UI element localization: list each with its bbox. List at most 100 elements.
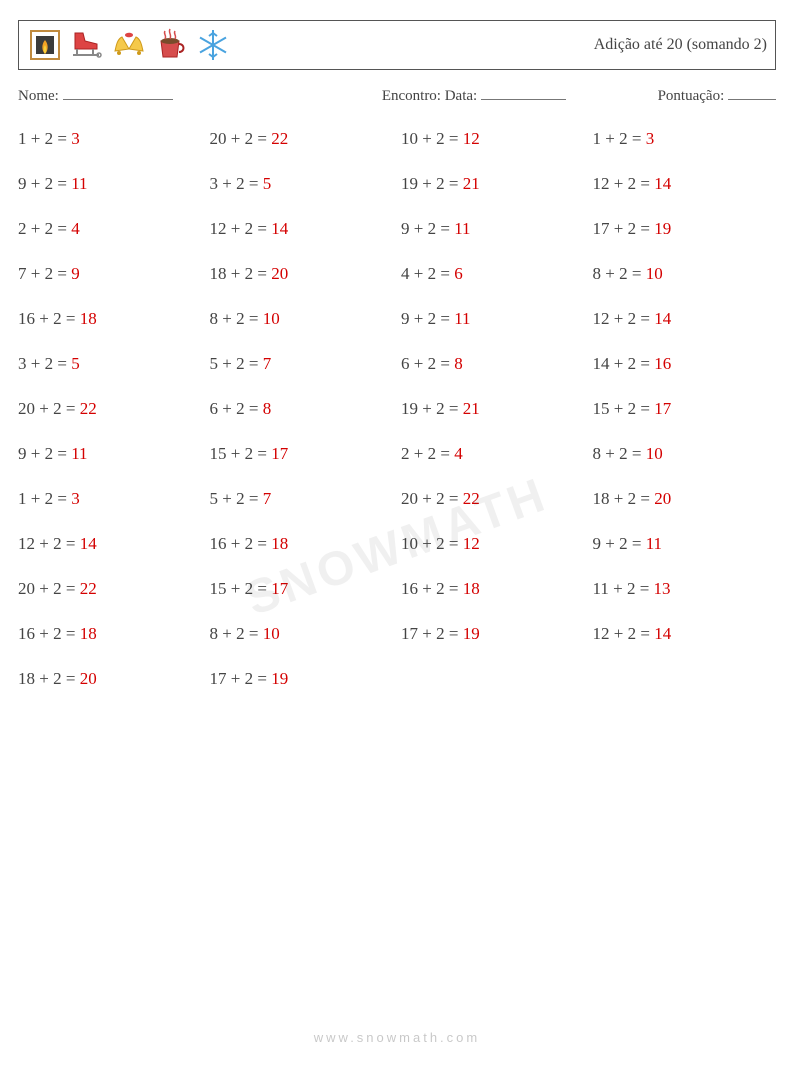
- hot-cocoa-icon: [153, 27, 189, 63]
- problem: 20 + 2 = 22: [18, 579, 202, 599]
- problem-answer: 17: [654, 399, 671, 418]
- problem-expression: 2 + 2 =: [401, 444, 454, 463]
- problem-expression: 12 + 2 =: [593, 309, 655, 328]
- problem-expression: 10 + 2 =: [401, 534, 463, 553]
- problem: 15 + 2 = 17: [210, 579, 394, 599]
- bells-icon: [111, 27, 147, 63]
- problem-answer: 21: [463, 399, 480, 418]
- problem: 9 + 2 = 11: [593, 534, 777, 554]
- problem: 18 + 2 = 20: [210, 264, 394, 284]
- problem-expression: 3 + 2 =: [210, 174, 263, 193]
- problem-answer: 10: [646, 444, 663, 463]
- problem-expression: 8 + 2 =: [210, 624, 263, 643]
- ice-skate-icon: [69, 27, 105, 63]
- problem-answer: 20: [80, 669, 97, 688]
- problem: 18 + 2 = 20: [593, 489, 777, 509]
- problem: 17 + 2 = 19: [593, 219, 777, 239]
- problem-answer: 10: [263, 624, 280, 643]
- problem: 12 + 2 = 14: [210, 219, 394, 239]
- problem-expression: 14 + 2 =: [593, 354, 655, 373]
- problem: 8 + 2 = 10: [593, 264, 777, 284]
- name-label: Nome:: [18, 88, 59, 104]
- problem-answer: 8: [263, 399, 272, 418]
- problem-answer: 22: [80, 579, 97, 598]
- problem: 16 + 2 = 18: [401, 579, 585, 599]
- date-blank: [481, 86, 566, 100]
- problem-expression: 16 + 2 =: [18, 624, 80, 643]
- problem-expression: 6 + 2 =: [210, 399, 263, 418]
- problem-answer: 19: [463, 624, 480, 643]
- problem-expression: 9 + 2 =: [593, 534, 646, 553]
- problem-answer: 14: [654, 624, 671, 643]
- problem-expression: 16 + 2 =: [210, 534, 272, 553]
- problem-answer: 11: [454, 219, 470, 238]
- problem-answer: 16: [654, 354, 671, 373]
- footer-url: www.snowmath.com: [0, 1030, 794, 1045]
- header-icons: [27, 27, 231, 63]
- problem-expression: 18 + 2 =: [210, 264, 272, 283]
- problem: 16 + 2 = 18: [210, 534, 394, 554]
- problem: 5 + 2 = 7: [210, 354, 394, 374]
- problem-answer: 17: [271, 444, 288, 463]
- problem-answer: 12: [463, 129, 480, 148]
- problem-expression: 8 + 2 =: [593, 264, 646, 283]
- problem: 6 + 2 = 8: [210, 399, 394, 419]
- problem-answer: 10: [263, 309, 280, 328]
- worksheet-header: Adição até 20 (somando 2): [18, 20, 776, 70]
- problem-expression: 20 + 2 =: [18, 399, 80, 418]
- problem-answer: 9: [71, 264, 80, 283]
- problems-grid: 1 + 2 = 3 20 + 2 = 22 10 + 2 = 12 1 + 2 = 3…: [18, 129, 776, 689]
- problem-answer: 19: [271, 669, 288, 688]
- problem-answer: 8: [454, 354, 463, 373]
- problem: 9 + 2 = 11: [401, 219, 585, 239]
- problem-expression: 12 + 2 =: [210, 219, 272, 238]
- problem-expression: 15 + 2 =: [210, 444, 272, 463]
- problem-answer: 22: [80, 399, 97, 418]
- problem-answer: 13: [654, 579, 671, 598]
- problem-answer: 4: [71, 219, 80, 238]
- problem: 10 + 2 = 12: [401, 534, 585, 554]
- problem: 5 + 2 = 7: [210, 489, 394, 509]
- problem-expression: 16 + 2 =: [401, 579, 463, 598]
- problem-expression: 5 + 2 =: [210, 489, 263, 508]
- problem-answer: 14: [271, 219, 288, 238]
- problem: 12 + 2 = 14: [18, 534, 202, 554]
- problem-answer: 22: [463, 489, 480, 508]
- problem-expression: 18 + 2 =: [18, 669, 80, 688]
- problem: 18 + 2 = 20: [18, 669, 202, 689]
- problem-answer: 19: [654, 219, 671, 238]
- problem: 1 + 2 = 3: [593, 129, 777, 149]
- problem-answer: 18: [271, 534, 288, 553]
- problem-answer: 22: [271, 129, 288, 148]
- problem-expression: 5 + 2 =: [210, 354, 263, 373]
- problem: 15 + 2 = 17: [210, 444, 394, 464]
- problem: 8 + 2 = 10: [593, 444, 777, 464]
- problem-answer: 3: [71, 129, 80, 148]
- problem-answer: 14: [80, 534, 97, 553]
- problem-answer: 7: [263, 354, 272, 373]
- problem-expression: 12 + 2 =: [593, 174, 655, 193]
- problem-answer: 21: [463, 174, 480, 193]
- problem: 17 + 2 = 19: [210, 669, 394, 689]
- problem-expression: 9 + 2 =: [401, 219, 454, 238]
- problem-expression: 1 + 2 =: [593, 129, 646, 148]
- problem-expression: 1 + 2 =: [18, 129, 71, 148]
- problem: 3 + 2 = 5: [210, 174, 394, 194]
- problem-expression: 20 + 2 =: [210, 129, 272, 148]
- score-blank: [728, 86, 776, 100]
- problem: 19 + 2 = 21: [401, 174, 585, 194]
- problem-expression: 8 + 2 =: [593, 444, 646, 463]
- problem-answer: 3: [646, 129, 655, 148]
- problem-expression: 3 + 2 =: [18, 354, 71, 373]
- worksheet-title: Adição até 20 (somando 2): [594, 36, 767, 54]
- problem: 20 + 2 = 22: [401, 489, 585, 509]
- problem: 14 + 2 = 16: [593, 354, 777, 374]
- problem: 1 + 2 = 3: [18, 129, 202, 149]
- problem: 15 + 2 = 17: [593, 399, 777, 419]
- problem-answer: 11: [71, 444, 87, 463]
- problem: 9 + 2 = 11: [18, 444, 202, 464]
- problem-answer: 14: [654, 309, 671, 328]
- problem-expression: 11 + 2 =: [593, 579, 654, 598]
- problem-expression: 17 + 2 =: [401, 624, 463, 643]
- problem: 12 + 2 = 14: [593, 624, 777, 644]
